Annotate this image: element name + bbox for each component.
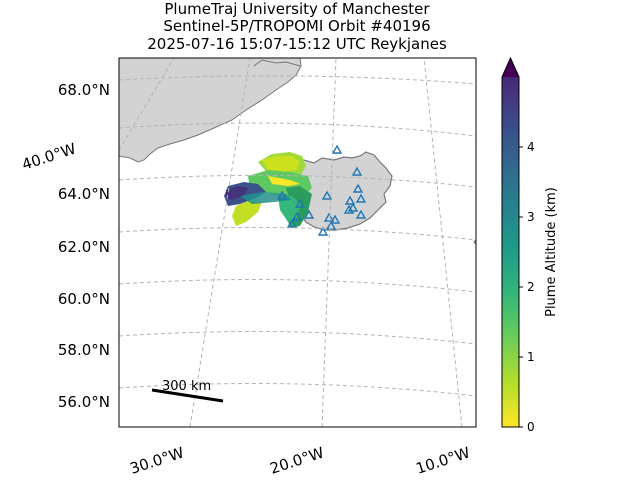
colorbar-tick-1: 1 — [527, 350, 535, 364]
volcano-marker — [355, 193, 367, 203]
volcano-marker — [294, 198, 306, 208]
graticule — [119, 58, 476, 427]
parallel-62n — [119, 227, 476, 241]
colorbar-tick-2: 2 — [527, 280, 535, 294]
meridian-20w — [321, 58, 337, 427]
colorbar-ticks — [519, 146, 523, 428]
latitude-labels: 68.0°N 64.0°N 62.0°N 60.0°N 58.0°N 56.0°… — [58, 81, 110, 411]
parallel-66n — [119, 122, 476, 137]
lat-label-62n: 62.0°N — [58, 238, 110, 256]
colorbar-label: Plume Altitude (km) — [544, 187, 559, 317]
figure-title: PlumeTraj University of Manchester Senti… — [147, 0, 447, 53]
map-frame — [118, 57, 477, 428]
volcano-marker — [331, 144, 343, 154]
lat-label-56n: 56.0°N — [58, 393, 110, 411]
colorbar-tick-4: 4 — [527, 140, 535, 154]
title-line-2: Sentinel-5P/TROPOMI Orbit #40196 — [163, 17, 430, 35]
colorbar-tick-3: 3 — [527, 210, 535, 224]
meridian-40w — [119, 58, 175, 151]
greenland-fjord — [253, 59, 301, 67]
volcano-marker — [352, 183, 364, 193]
lon-label-30w: 30.0°W — [128, 443, 187, 477]
meridian-30w — [189, 58, 251, 427]
colorbar-tick-0: 0 — [527, 420, 535, 434]
lon-label-40w: 40.0°W — [20, 139, 79, 173]
volcano-marker — [351, 166, 363, 176]
colorbar-extend-arrow — [502, 58, 519, 77]
title-line-1: PlumeTraj University of Manchester — [164, 0, 430, 18]
colorbar: 0 1 2 3 4 Plume Altitude (km) — [501, 56, 559, 434]
volcano-marker — [347, 202, 359, 212]
lon-label-10w: 10.0°W — [414, 443, 473, 477]
volcano-marker — [303, 209, 315, 219]
colorbar-outline — [501, 56, 520, 428]
volcano-marker — [344, 195, 356, 205]
volcano-marker — [286, 218, 298, 228]
volcano-marker — [291, 211, 303, 221]
scale-bar-label: 300 km — [162, 379, 211, 394]
parallel-56n — [119, 383, 476, 397]
lon-label-20w: 20.0°W — [268, 443, 327, 477]
lat-label-68n: 68.0°N — [58, 81, 110, 99]
volcano-marker — [355, 209, 367, 219]
volcano-marker — [343, 204, 355, 214]
parallel-68n — [119, 75, 476, 85]
parallel-58n — [119, 331, 476, 345]
title-line-3: 2025-07-16 15:07-15:12 UTC Reykjanes — [147, 35, 447, 53]
volcano-marker — [317, 226, 329, 236]
parallel-60n — [119, 279, 476, 293]
volcano-marker — [323, 212, 335, 222]
map-panel[interactable]: 300 km — [119, 58, 478, 427]
parallel-64n — [119, 174, 476, 188]
volcano-marker — [329, 214, 341, 224]
scale-bar — [151, 388, 224, 403]
meridian-10w — [423, 58, 463, 427]
lat-label-58n: 58.0°N — [58, 341, 110, 359]
colorbar-gradient — [502, 77, 519, 427]
so2-plume — [224, 152, 312, 228]
lat-label-64n: 64.0°N — [58, 185, 110, 203]
volcano-marker — [276, 190, 288, 200]
volcano-markers — [276, 144, 367, 236]
volcano-marker — [321, 190, 333, 200]
lat-label-60n: 60.0°N — [58, 290, 110, 308]
